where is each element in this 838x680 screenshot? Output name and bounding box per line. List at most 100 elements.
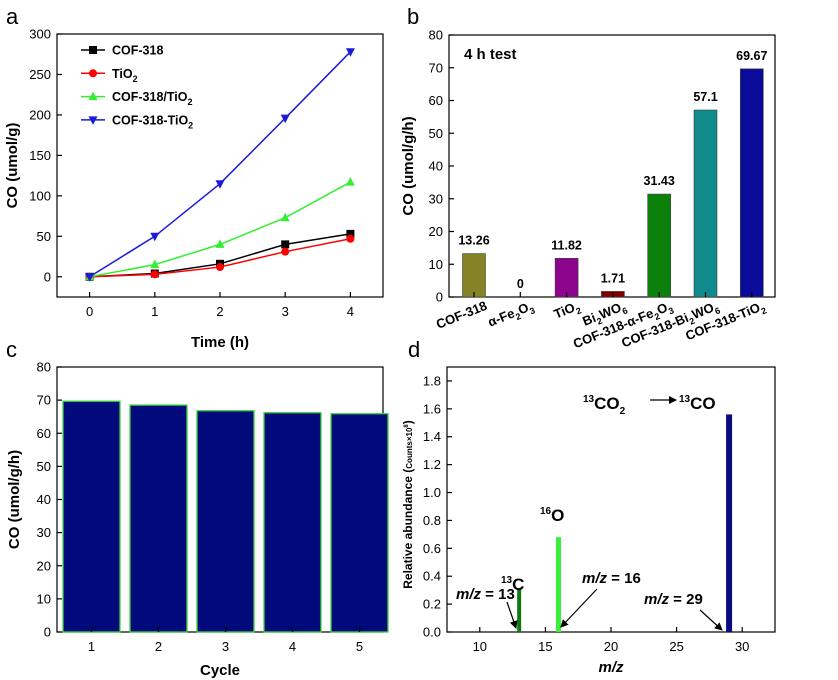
mz-symbol: m/z	[644, 591, 670, 608]
isotope-superscript: 13	[679, 394, 691, 405]
panel-c-bar-3	[263, 412, 322, 633]
panel-b-ytick-label-7: 70	[429, 60, 443, 75]
panel-b-bar-5	[693, 109, 718, 298]
panel-c-ytick-label-1: 10	[37, 591, 51, 606]
panel-a-legend-marker-2	[88, 91, 98, 101]
panel-a-xlabel: Time (h)	[191, 334, 249, 351]
panel-b-category-label-2: TiO2	[552, 298, 583, 325]
molecule: CO	[690, 394, 716, 413]
panel-d-peak-0	[517, 588, 522, 632]
panel-b-annotation: 4 h test	[464, 46, 517, 63]
legend-name-subscript: 2	[187, 97, 192, 107]
panel-a-point-3-2	[215, 180, 225, 189]
panel-a-xtick-label-2: 2	[216, 304, 223, 319]
panel-a-ylabel: CO (umol/g)	[4, 123, 21, 209]
ylabel-main: Relative abundance (	[401, 469, 415, 589]
panel-d-mz29-label: m/z = 29	[644, 591, 703, 608]
panel-b-value-label-2: 11.82	[551, 238, 582, 252]
ylabel-superscript: 8	[404, 424, 410, 428]
panel-a-point-1-3	[281, 247, 290, 256]
panel-d-ytick-label-2: 0.4	[423, 569, 441, 584]
panel-a-legend-marker-0	[89, 46, 97, 54]
panel-d-ytick-label-1: 0.2	[423, 597, 441, 612]
panel-a-point-3-4	[345, 48, 355, 57]
panel-d-ylabel: Relative abundance (Counts×108)	[401, 420, 415, 589]
panel-a-point-1-2	[216, 263, 224, 272]
mz-value: = 29	[669, 591, 703, 608]
panel-c-bar-0	[62, 400, 121, 633]
panel-b-ytick-label-1: 10	[429, 257, 443, 272]
panel-c-xtick-label-0: 1	[88, 639, 95, 654]
panel-b-category-label-1: α-Fe2O3	[486, 298, 537, 333]
panel-d-ytick-label-9: 1.8	[423, 373, 441, 388]
panel-d-xtick-label-2: 20	[604, 639, 618, 654]
panel-a-legend-label-2: COF-318/TiO2	[112, 90, 193, 107]
panel-b-bar-6	[739, 68, 764, 298]
panel-d-xlabel: m/z	[598, 659, 624, 676]
panel-d-peak-label-16o: 16O	[540, 506, 564, 525]
category-name: Bi	[580, 310, 598, 329]
panel-d-peak-label-13co2: 13CO2	[583, 394, 626, 417]
panel-d-mz16-arrow	[560, 588, 598, 628]
panel-c-ytick-label-4: 40	[37, 492, 51, 507]
panel-c-bar-1	[129, 404, 188, 633]
panel-c-xtick-label-1: 2	[155, 639, 162, 654]
panel-c-ylabel: CO (umol/g/h)	[6, 450, 23, 549]
panel-d-xtick-label-0: 10	[473, 639, 487, 654]
ylabel-units: Counts×10	[405, 427, 414, 469]
panel-b-ytick-label-0: 0	[436, 290, 443, 305]
panel-d-mz13-arrow	[506, 601, 518, 629]
panel-a-xtick-label-3: 3	[282, 304, 289, 319]
panel-a-legend-marker-1	[89, 69, 97, 78]
panel-c-xtick-label-3: 4	[289, 639, 296, 654]
panel-d-xtick-label-4: 30	[735, 639, 749, 654]
panel-a-point-0-4	[346, 229, 355, 238]
panel-a-point-2-2	[215, 239, 225, 248]
panel-a-legend-label-0: COF-318	[112, 44, 163, 58]
panel-a-point-1-4	[346, 234, 355, 243]
panel-d-xtick-label-1: 15	[538, 639, 552, 654]
panel-d-mz13-label: m/z = 13	[456, 586, 515, 603]
panel-b-value-label-3: 1.71	[601, 271, 625, 285]
panel-a-xtick-label-4: 4	[347, 304, 354, 319]
panel-b-axes-frame	[448, 34, 776, 298]
panel-a-axes-frame	[56, 33, 384, 298]
panel-a-ytick-label-6: 300	[29, 27, 51, 42]
panel-a-point-3-3	[280, 114, 290, 124]
panel-b-ytick-label-8: 80	[429, 28, 443, 43]
panel-a-point-2-4	[345, 177, 355, 186]
panel-a: a 0 50 100 150 200 250 300 0 1 2 3 4 Time (h) CO (umol…	[4, 4, 384, 351]
molecule-subscript: 2	[620, 406, 626, 417]
element: O	[551, 506, 564, 525]
category-subscript-2: 3	[528, 305, 536, 316]
panel-a-label: a	[6, 4, 19, 29]
category-subscript: 2	[688, 316, 696, 327]
panel-b-ytick-label-5: 50	[429, 126, 443, 141]
panel-c-ytick-label-0: 0	[44, 625, 51, 640]
legend-name: COF-318-TiO	[112, 113, 188, 127]
panel-c-ytick-label-3: 30	[37, 525, 51, 540]
panel-b-ytick-label-3: 30	[429, 191, 443, 206]
panel-d-ytick-label-3: 0.6	[423, 541, 441, 556]
panel-a-point-2-3	[280, 212, 290, 222]
isotope-superscript: 13	[583, 394, 595, 405]
ylabel-end: )	[401, 420, 415, 424]
panel-b-ytick-label-2: 20	[429, 224, 443, 239]
panel-c-label: c	[6, 337, 17, 362]
molecule: CO	[594, 394, 620, 413]
panel-a-xtick-label-0: 0	[86, 304, 93, 319]
panel-c-bar-2	[196, 410, 255, 633]
category-subscript-2: 6	[713, 305, 721, 316]
category-subscript-2: 3	[667, 305, 675, 316]
legend-name: COF-318	[112, 44, 163, 58]
panel-b-value-label-0: 13.26	[458, 234, 489, 248]
panel-b-bar-4	[647, 193, 672, 298]
panel-c: c 0 10 20 30 40 50 60 70 80 CO (umol/g/h) 1 2 3 4 5 Cycl…	[6, 337, 389, 679]
panel-c-xtick-label-4: 5	[356, 639, 363, 654]
panel-c-ytick-label-8: 80	[37, 360, 51, 375]
isotope-superscript: 13	[501, 575, 513, 586]
panel-a-legend-label-3: COF-318-TiO2	[112, 113, 193, 130]
panel-d-peak-label-13co: 13CO	[679, 394, 716, 413]
panel-d: d 0.0 0.2 0.4 0.6 0.8 1.0 1.2 1.4 1.6 1.8 10 15 20 25 3…	[401, 337, 776, 676]
